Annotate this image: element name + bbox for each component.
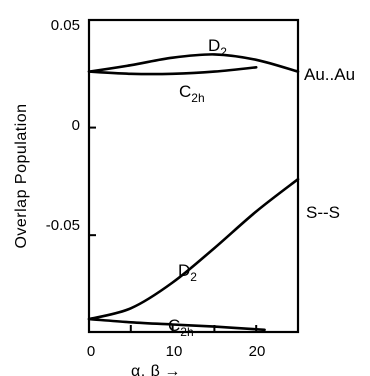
plot-frame — [87, 18, 300, 334]
series-line-d2-au-au — [87, 53, 300, 73]
curve-label-c2h-bottom: C2h — [168, 316, 194, 339]
x-axis-arrow: → — [164, 363, 181, 376]
curve-label-d2-bottom: D2 — [178, 261, 197, 284]
x-axis-symbols: α, β — [131, 363, 160, 376]
y-tick-label: 0.05 — [51, 17, 80, 34]
group-label-au-au: Au..Au — [304, 65, 355, 84]
x-axis-title: α, β → — [131, 363, 181, 376]
y-axis-title: Overlap Population — [13, 103, 30, 248]
curve-label-c2h-top: C2h — [179, 82, 205, 105]
x-tick-label: 20 — [249, 343, 266, 360]
x-tick-label: 0 — [87, 343, 95, 360]
curve-label-d2-top: D2 — [208, 36, 227, 59]
y-tick-label: -0.05 — [46, 217, 80, 234]
y-tick-label: 0 — [72, 117, 80, 134]
series-line-c2h-au-au — [87, 66, 258, 76]
group-label-s-s: S--S — [306, 203, 340, 222]
series-curves — [87, 53, 300, 332]
x-tick-label: 10 — [166, 343, 183, 360]
series-line-c2h-s-s — [87, 317, 266, 332]
series-line-d2-s-s — [87, 177, 300, 321]
tick-marks — [89, 19, 258, 332]
